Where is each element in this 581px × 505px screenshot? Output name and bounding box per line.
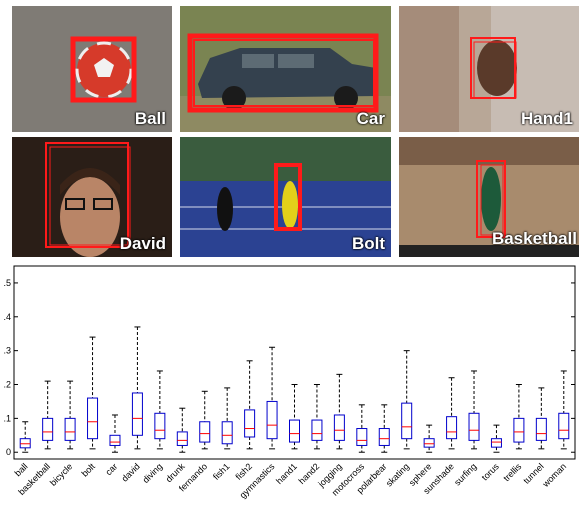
x-tick-label: david — [120, 461, 142, 483]
caption-hand1: Hand1 — [521, 109, 573, 128]
box-sunshade — [446, 416, 458, 440]
x-tick-label: skating — [384, 461, 411, 488]
box-hand1 — [289, 419, 300, 443]
box-fish1 — [221, 421, 233, 445]
box-diving — [154, 412, 166, 440]
box-tunnel — [535, 417, 547, 441]
box-surfing — [468, 412, 480, 441]
y-tick-label: 0 — [6, 447, 11, 457]
plot-frame — [13, 265, 576, 460]
x-tick-label: torus — [480, 461, 502, 483]
box-fish2 — [244, 409, 256, 438]
x-tick-label: woman — [540, 461, 568, 489]
x-tick-label: diving — [141, 461, 165, 485]
box-jogging — [333, 414, 345, 441]
box-polarbear — [378, 428, 390, 446]
box-woman — [558, 412, 570, 440]
bolt-photo — [180, 137, 391, 257]
box-ball — [19, 438, 31, 449]
y-tick-label: .3 — [3, 346, 11, 356]
caption-car: Car — [356, 109, 385, 128]
box-bolt — [87, 397, 99, 440]
tile-david: David — [12, 137, 172, 257]
tile-ball: Ball — [12, 6, 172, 132]
x-tick-label: ball — [13, 461, 30, 478]
caption-basketball: Basketball — [491, 229, 577, 248]
hand1-photo — [399, 6, 579, 132]
y-tick-label: .1 — [3, 413, 11, 423]
box-bicycle — [64, 417, 76, 441]
tile-bolt: Bolt — [180, 137, 391, 257]
tile-hand1: Hand1 — [399, 6, 579, 132]
y-tick-label: .4 — [3, 312, 11, 322]
x-tick-label: bicycle — [48, 461, 75, 488]
tile-car: Car — [180, 6, 391, 132]
box-drunk — [176, 431, 188, 446]
caption-david: David — [119, 234, 166, 253]
box-sphere — [423, 438, 435, 448]
box-motocross — [356, 428, 368, 446]
box-fernando — [199, 421, 211, 443]
david-photo — [12, 137, 172, 257]
y-tick-label: .2 — [3, 380, 11, 390]
box-gymnastics — [266, 400, 278, 440]
x-tick-label: bolt — [80, 461, 98, 479]
x-tick-label: car — [103, 461, 119, 477]
ball-photo — [12, 6, 172, 132]
box-skating — [401, 402, 413, 440]
x-tick-label: trellis — [501, 461, 523, 483]
x-tick-label: surfing — [452, 461, 478, 487]
car-photo — [180, 6, 391, 132]
caption-bolt: Bolt — [351, 234, 385, 253]
tile-basketball: Basketball — [399, 137, 579, 257]
x-tick-label: hand1 — [274, 461, 299, 486]
box-hand2 — [311, 419, 323, 441]
basketball-photo — [399, 137, 579, 257]
box-car — [109, 434, 121, 446]
caption-ball: Ball — [134, 109, 166, 128]
x-tick-label: fish1 — [211, 461, 232, 482]
box-torus — [490, 438, 502, 448]
box-david — [131, 392, 143, 436]
box-basketball — [42, 417, 54, 441]
y-tick-label: .5 — [3, 278, 11, 288]
box-trellis — [513, 417, 525, 443]
